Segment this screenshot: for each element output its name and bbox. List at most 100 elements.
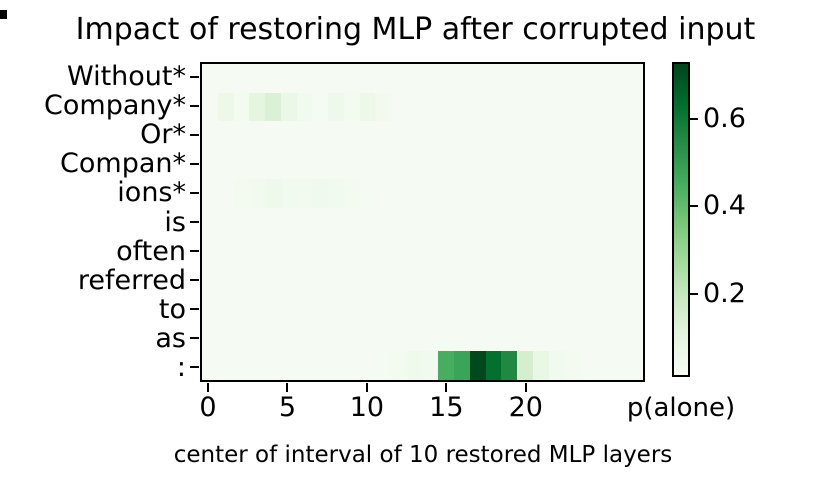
heatmap-cell	[627, 293, 643, 323]
heatmap-cell	[312, 150, 328, 179]
heatmap-cell	[406, 236, 423, 266]
heatmap-cell	[580, 121, 596, 151]
heatmap-cell	[422, 207, 439, 237]
heatmap-cell	[296, 236, 313, 266]
heatmap-cell	[564, 207, 580, 237]
y-tick-label: is	[164, 206, 186, 238]
y-tick-label: referred	[77, 264, 186, 296]
heatmap-cell	[595, 351, 612, 380]
heatmap-cell	[359, 121, 376, 151]
heatmap-cell	[595, 92, 612, 122]
heatmap-cell	[611, 178, 628, 208]
heatmap-cell	[564, 322, 580, 352]
heatmap-cell	[233, 92, 250, 122]
heatmap-cell	[280, 207, 297, 237]
y-tick-label: Or*	[140, 119, 186, 151]
heatmap-cell	[265, 351, 281, 380]
heatmap-cell	[469, 64, 486, 93]
heatmap-cell	[328, 92, 344, 122]
heatmap-cell	[359, 207, 376, 237]
heatmap-cell	[564, 178, 580, 208]
heatmap-cell	[517, 207, 533, 237]
heatmap-cell	[280, 178, 297, 208]
heatmap-cell	[469, 322, 486, 352]
heatmap-cell	[501, 265, 517, 294]
heatmap-cell	[202, 121, 218, 151]
heatmap-cell	[265, 92, 281, 122]
heatmap-cell	[265, 121, 281, 151]
heatmap-cell	[517, 236, 533, 266]
heatmap-cell	[359, 64, 376, 93]
heatmap-cell	[422, 236, 439, 266]
heatmap-cell	[202, 150, 218, 179]
heatmap-cell	[438, 150, 454, 179]
heatmap-cell	[265, 178, 281, 208]
heatmap-cell	[328, 265, 344, 294]
heatmap-cell	[202, 351, 218, 380]
heatmap-cell	[217, 236, 234, 266]
heatmap-cell	[580, 322, 596, 352]
heatmap-cell	[217, 351, 234, 380]
heatmap-cell	[611, 92, 628, 122]
heatmap-cell	[627, 178, 643, 208]
heatmap-cell	[296, 207, 313, 237]
heatmap-cell	[517, 351, 533, 380]
heatmap-cell	[422, 121, 439, 151]
heatmap-cell	[564, 265, 580, 294]
heatmap-cell	[233, 236, 250, 266]
heatmap-cell	[312, 293, 328, 323]
heatmap-cell	[438, 322, 454, 352]
y-tick-mark	[190, 308, 199, 311]
heatmap-cell	[485, 293, 502, 323]
heatmap-cell	[375, 150, 391, 179]
heatmap-cell	[391, 322, 407, 352]
heatmap-cell	[532, 64, 549, 93]
heatmap-cell	[454, 121, 470, 151]
heatmap-cell	[501, 121, 517, 151]
heatmap-cell	[422, 178, 439, 208]
y-tick-mark	[190, 191, 199, 194]
heatmap-cell	[406, 121, 423, 151]
heatmap-cell	[217, 322, 234, 352]
heatmap-cell	[548, 92, 565, 122]
heatmap-cell	[580, 64, 596, 93]
heatmap-cell	[280, 92, 297, 122]
y-tick-label: Company*	[44, 90, 186, 122]
heatmap-cell	[627, 64, 643, 93]
heatmap-cell	[469, 293, 486, 323]
heatmap-cell	[627, 322, 643, 352]
heatmap-cell	[438, 178, 454, 208]
heatmap-cell	[595, 265, 612, 294]
heatmap-cell	[265, 150, 281, 179]
heatmap-cell	[501, 351, 517, 380]
heatmap-cell	[485, 207, 502, 237]
heatmap-cell	[233, 178, 250, 208]
heatmap-cell	[280, 236, 297, 266]
heatmap-plot	[200, 62, 645, 382]
heatmap-cell	[233, 265, 250, 294]
heatmap-cell	[296, 293, 313, 323]
heatmap-cell	[422, 265, 439, 294]
heatmap-cell	[501, 92, 517, 122]
heatmap-cell	[548, 293, 565, 323]
y-tick-label: Without*	[66, 61, 186, 93]
heatmap-cell	[454, 293, 470, 323]
heatmap-cell	[359, 178, 376, 208]
heatmap-cell	[391, 178, 407, 208]
heatmap-cell	[611, 64, 628, 93]
heatmap-cell	[532, 178, 549, 208]
crop-artifact-mark	[0, 10, 7, 19]
heatmap-cell	[391, 265, 407, 294]
heatmap-cell	[454, 207, 470, 237]
heatmap-cell	[485, 150, 502, 179]
x-axis-label: center of interval of 10 restored MLP la…	[173, 442, 673, 468]
y-tick-mark	[190, 337, 199, 340]
heatmap-cell	[532, 236, 549, 266]
heatmap-cell	[580, 351, 596, 380]
heatmap-cell	[454, 92, 470, 122]
y-tick-label: often	[116, 235, 186, 267]
heatmap-cell	[595, 64, 612, 93]
heatmap-cell	[375, 121, 391, 151]
heatmap-cell	[296, 265, 313, 294]
heatmap-cell	[406, 92, 423, 122]
